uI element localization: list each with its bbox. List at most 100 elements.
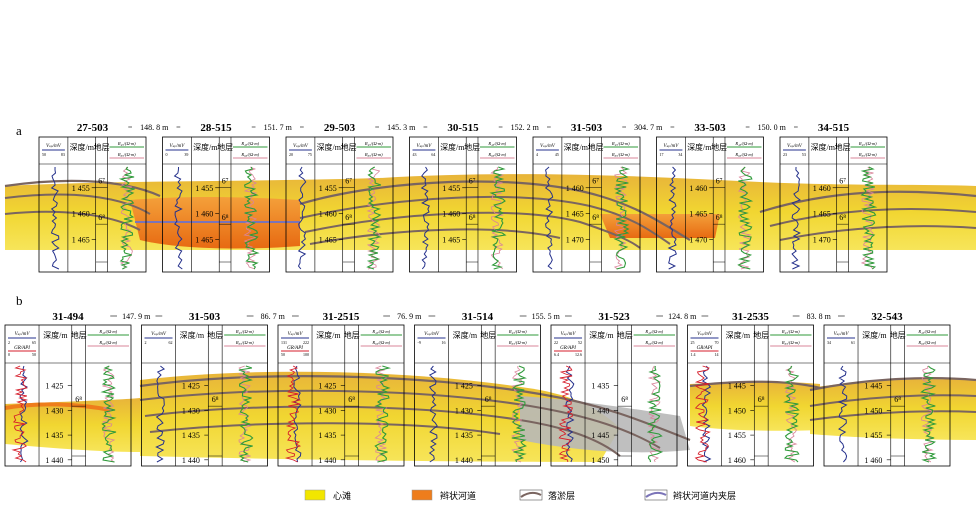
res-shallow-curve: [366, 166, 381, 270]
gr-curve: [694, 365, 711, 463]
res-shallow-curve: [784, 365, 798, 463]
legend-item-3: 辫状河道内夹层: [644, 489, 736, 501]
layer-label: 6⁷: [345, 176, 352, 185]
layer-header: 地层: [94, 142, 110, 152]
depth-header: 深度/m: [70, 142, 95, 152]
res-shallow-curve: [243, 166, 258, 270]
panel-b-label: b: [16, 293, 23, 308]
depth-label: 1 425: [455, 382, 473, 391]
res-shallow-header: R₀₅/(Ω·m): [371, 340, 390, 345]
legend-swatch: [304, 489, 326, 501]
res-shallow-curve: [490, 166, 505, 270]
depth-label: 1 465: [813, 210, 831, 219]
layer-header: 地层: [890, 330, 906, 340]
spacing-label: 83. 8 m: [807, 312, 832, 321]
well-name: 31-503: [571, 122, 603, 134]
drape-layer: [809, 394, 976, 407]
depth-header: 深度/m: [726, 330, 751, 340]
depth-label: 1 425: [182, 382, 200, 391]
res-deep-curve: [489, 166, 507, 270]
spacing-label: 151. 7 m: [264, 123, 293, 132]
sp-curve: [293, 365, 302, 463]
res-deep-header: R₄₅/(Ω·m): [781, 329, 800, 334]
layer-header: 地层: [480, 330, 496, 340]
gr-curve: [284, 365, 302, 463]
well-name: 34-515: [818, 122, 850, 134]
sp-scale-max: 65: [32, 340, 36, 345]
sp-scale-max: 16: [442, 340, 446, 345]
spacing-label: 145. 3 m: [387, 123, 416, 132]
layer-label: 6⁷: [469, 176, 476, 185]
depth-label: 1 465: [442, 236, 460, 245]
well-frame: [285, 136, 394, 273]
res-deep-curve: [860, 166, 878, 270]
sp-scale-min: 131: [281, 340, 287, 345]
layer-label: 6⁸: [75, 395, 82, 404]
depth-label: 1 435: [455, 431, 473, 440]
layer-label: 6⁸: [348, 395, 355, 404]
well-name: 33-503: [694, 122, 726, 134]
depth-label: 1 430: [182, 406, 200, 415]
depth-header: 深度/m: [589, 330, 614, 340]
well-name: 29-503: [324, 122, 356, 134]
legend-swatch-line: [645, 491, 667, 498]
depth-label: 1 435: [45, 431, 63, 440]
well-log-31-503: 31-503 Vₛₚ/mV 2 62 深度/m 地层 R₄₅/(Ω·m) R₀₅/(Ω·m) 1…: [141, 311, 268, 467]
layer-label: 6⁸: [469, 213, 476, 222]
depth-label: 1 430: [318, 406, 336, 415]
layer-header: 地层: [835, 142, 851, 152]
sp-curve: [50, 166, 60, 270]
res-deep-header: R₄₅/(Ω·m): [117, 141, 136, 146]
res-deep-curve: [783, 365, 800, 463]
depth-header: 深度/m: [193, 142, 218, 152]
depth-label: 1 470: [813, 236, 831, 245]
res-shallow-header: R₀₅/(Ω·m): [734, 152, 753, 157]
sp-scale-max: 62: [169, 340, 173, 345]
depth-label: 1 465: [72, 236, 90, 245]
drape-layer: [4, 179, 161, 198]
well-name: 31-494: [52, 311, 84, 323]
gr-scale-max: 12.6: [575, 352, 582, 357]
drape-layer: [309, 228, 561, 245]
drape-layer: [809, 410, 976, 421]
depth-label: 1 440: [318, 456, 336, 465]
spacing-label: 150. 0 m: [758, 123, 787, 132]
sp-scale-min: 0: [166, 152, 168, 157]
res-shallow-header: R₀₅/(Ω·m): [781, 340, 800, 345]
depth-label: 1 460: [689, 184, 707, 193]
depth-label: 1 465: [689, 210, 707, 219]
sp-scale-min: 22: [554, 340, 558, 345]
sp-curve: [173, 166, 183, 270]
sp-scale-max: 75: [308, 152, 312, 157]
sp-scale-min: 4: [536, 152, 538, 157]
res-shallow-header: R₀₅/(Ω·m): [240, 152, 259, 157]
layer-label: 6⁷: [222, 176, 229, 185]
layer-label: 6⁸: [485, 395, 492, 404]
well-frame: [532, 136, 641, 273]
depth-header: 深度/m: [317, 142, 342, 152]
well-frame: [656, 136, 764, 273]
layer-label: 6⁸: [894, 395, 901, 404]
drape-layer: [809, 377, 976, 392]
bar-sand-body-d: [810, 379, 976, 440]
depth-header: 深度/m: [316, 330, 341, 340]
well-frame: [687, 324, 814, 467]
layer-header: 地层: [464, 142, 480, 152]
sp-scale-max: 53: [802, 152, 806, 157]
well-name: 28-515: [200, 122, 232, 134]
well-frame: [409, 136, 517, 273]
legend-label: 辫状河道: [440, 490, 476, 501]
layer-header: 地层: [341, 142, 357, 152]
res-deep-curve: [243, 166, 260, 270]
res-deep-curve: [366, 166, 383, 270]
spacing-3: 155. 5 m: [519, 312, 572, 321]
depth-label: 1 450: [591, 456, 609, 465]
sp-curve: [667, 166, 677, 270]
drape-layer: [299, 195, 671, 245]
depth-label: 1 435: [591, 382, 609, 391]
